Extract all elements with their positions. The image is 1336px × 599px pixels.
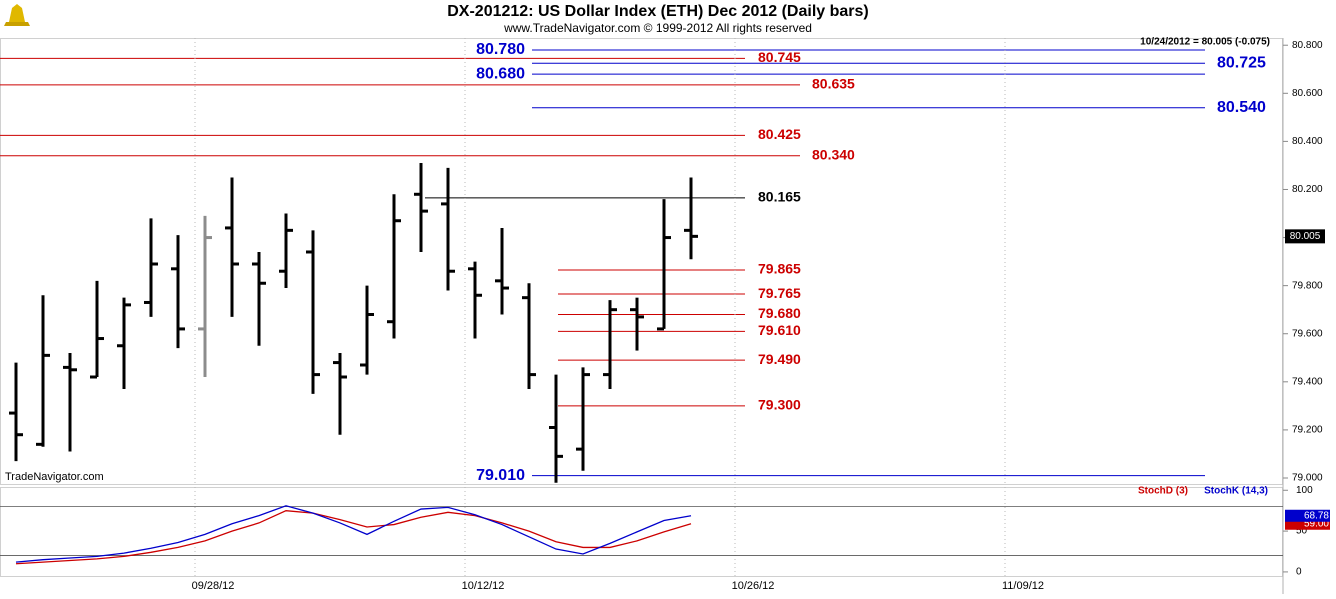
level-label: 80.540 xyxy=(1217,99,1266,116)
level-label: 80.340 xyxy=(812,147,855,163)
last-value-label: 59.00 xyxy=(1304,518,1329,529)
ohlc-bar xyxy=(495,227,509,315)
stoch-line xyxy=(15,510,692,565)
level-label: 80.780 xyxy=(476,41,525,58)
x-tick-label: 10/26/12 xyxy=(732,580,775,592)
x-tick-label: 10/12/12 xyxy=(462,580,505,592)
ohlc-bar xyxy=(576,367,590,471)
legend-entry: StochK (14,3) xyxy=(1204,486,1268,497)
watermark: TradeNavigator.com xyxy=(5,471,104,483)
level-label: 80.635 xyxy=(812,76,855,92)
ohlc-bar xyxy=(360,285,374,375)
ohlc-bar xyxy=(414,163,428,252)
ohlc-bar xyxy=(630,297,644,351)
ohlc-bar xyxy=(63,352,77,452)
ohlc-bar xyxy=(306,230,320,394)
last-value-box xyxy=(1285,509,1330,522)
level-label: 80.725 xyxy=(1217,54,1266,71)
stoch-line xyxy=(15,505,692,563)
ohlc-bar xyxy=(225,177,239,317)
ohlc-bar xyxy=(90,280,104,379)
ohlc-bar xyxy=(36,295,50,447)
ohlc-bar xyxy=(117,297,131,390)
ohlc-bar xyxy=(549,374,563,483)
y-tick-label: 79.000 xyxy=(1292,473,1323,484)
x-tick-label: 11/09/12 xyxy=(1002,580,1044,592)
last-value-label: 68.78 xyxy=(1304,510,1329,521)
logo xyxy=(4,4,30,26)
ohlc-bar xyxy=(333,352,347,435)
y-tick-label: 80.400 xyxy=(1292,136,1323,147)
y-tick-label: 79.800 xyxy=(1292,280,1323,291)
level-label: 80.165 xyxy=(758,189,801,205)
level-label: 79.010 xyxy=(476,467,525,484)
ohlc-bar xyxy=(9,362,23,462)
ohlc-bar xyxy=(657,199,671,331)
level-label: 80.680 xyxy=(476,65,525,82)
last-value-box xyxy=(1285,229,1325,244)
level-label: 79.765 xyxy=(758,285,801,301)
level-label: 79.610 xyxy=(758,322,801,338)
ohlc-bar xyxy=(468,261,482,339)
y-tick-label: 100 xyxy=(1296,485,1313,496)
legend-entry: StochD (3) xyxy=(1138,486,1188,497)
y-tick-label: 79.600 xyxy=(1292,328,1323,339)
y-tick-label: 0 xyxy=(1296,567,1302,578)
ohlc-bar xyxy=(171,235,185,349)
y-tick-label: 50 xyxy=(1296,526,1308,537)
level-label: 79.680 xyxy=(758,305,801,321)
ohlc-bar xyxy=(144,218,158,317)
level-label: 79.300 xyxy=(758,397,801,413)
level-label: 80.745 xyxy=(758,49,801,65)
x-tick-label: 09/28/12 xyxy=(192,580,235,592)
chart-subtitle: www.TradeNavigator.com © 1999-2012 All r… xyxy=(503,21,812,35)
y-tick-label: 79.400 xyxy=(1292,376,1323,387)
ohlc-bar xyxy=(603,300,617,390)
ohlc-bar xyxy=(198,215,212,378)
y-tick-label: 79.200 xyxy=(1292,425,1323,436)
level-label: 80.425 xyxy=(758,126,801,142)
y-tick-label: 80.600 xyxy=(1292,88,1323,99)
y-tick-label: 80.800 xyxy=(1292,40,1323,51)
last-value-label: 80.005 xyxy=(1290,231,1321,242)
ohlc-bar xyxy=(279,213,293,289)
last-bar-annotation: 10/24/2012 = 80.005 (-0.075) xyxy=(1140,37,1270,48)
ohlc-bar xyxy=(252,251,266,346)
chart-title: DX-201212: US Dollar Index (ETH) Dec 201… xyxy=(447,3,869,20)
level-label: 79.490 xyxy=(758,351,801,367)
y-tick-label: 80.200 xyxy=(1292,184,1323,195)
ohlc-bar xyxy=(387,194,401,339)
ohlc-bar xyxy=(684,177,698,260)
ohlc-bar xyxy=(441,167,455,291)
ohlc-bar xyxy=(522,283,536,390)
level-label: 79.865 xyxy=(758,261,801,277)
